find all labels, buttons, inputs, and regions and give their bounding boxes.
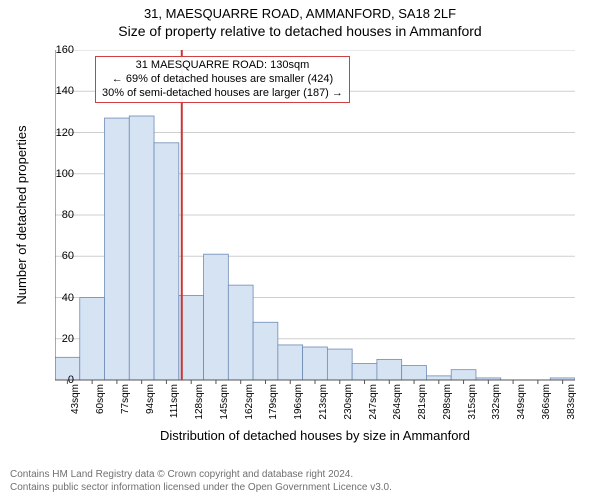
y-tick-label: 120	[44, 127, 74, 139]
histogram-bar	[80, 298, 105, 381]
annotation-line2: ← 69% of detached houses are smaller (42…	[102, 73, 343, 87]
histogram-bar	[129, 116, 154, 380]
annotation-line3: 30% of semi-detached houses are larger (…	[102, 87, 343, 101]
histogram-bar	[352, 364, 377, 381]
x-tick-label: 230sqm	[343, 384, 354, 420]
histogram-bar	[426, 376, 451, 380]
x-tick-label: 94sqm	[145, 384, 156, 414]
histogram-bar	[154, 143, 179, 380]
histogram-bar	[204, 254, 229, 380]
x-tick-label: 111sqm	[169, 384, 180, 418]
chart-container: 31, MAESQUARRE ROAD, AMMANFORD, SA18 2LF…	[0, 0, 600, 500]
x-tick-label: 281sqm	[417, 384, 428, 420]
y-tick-label: 60	[44, 250, 74, 262]
histogram-bar	[105, 118, 130, 380]
x-tick-label: 43sqm	[70, 384, 81, 414]
chart-title: Size of property relative to detached ho…	[0, 21, 600, 39]
x-tick-label: 196sqm	[293, 384, 304, 420]
attribution-line1: Contains HM Land Registry data © Crown c…	[10, 469, 392, 482]
x-tick-label: 366sqm	[541, 384, 552, 420]
x-tick-label: 213sqm	[318, 384, 329, 420]
x-tick-label: 315sqm	[467, 384, 478, 420]
y-tick-label: 160	[44, 44, 74, 56]
y-tick-label: 20	[44, 333, 74, 345]
x-tick-label: 60sqm	[95, 384, 106, 414]
attribution-block: Contains HM Land Registry data © Crown c…	[10, 469, 392, 494]
histogram-bar	[303, 347, 328, 380]
histogram-bar	[402, 366, 427, 380]
x-tick-label: 145sqm	[219, 384, 230, 420]
x-tick-label: 77sqm	[120, 384, 131, 414]
x-tick-label: 128sqm	[194, 384, 205, 420]
y-tick-label: 80	[44, 209, 74, 221]
attribution-line2: Contains public sector information licen…	[10, 482, 392, 495]
histogram-bar	[451, 370, 476, 380]
x-axis-label: Distribution of detached houses by size …	[55, 428, 575, 443]
x-tick-label: 264sqm	[392, 384, 403, 420]
x-tick-label: 383sqm	[566, 384, 577, 420]
histogram-bar	[327, 349, 352, 380]
x-tick-label: 332sqm	[491, 384, 502, 420]
y-tick-label: 140	[44, 85, 74, 97]
histogram-bar	[253, 322, 278, 380]
y-axis-label: Number of detached properties	[14, 50, 34, 380]
x-tick-label: 162sqm	[244, 384, 255, 420]
address-line: 31, MAESQUARRE ROAD, AMMANFORD, SA18 2LF	[0, 0, 600, 21]
x-tick-label: 247sqm	[368, 384, 379, 420]
x-tick-label: 298sqm	[442, 384, 453, 420]
annotation-box: 31 MAESQUARRE ROAD: 130sqm ← 69% of deta…	[95, 56, 350, 103]
annotation-line1: 31 MAESQUARRE ROAD: 130sqm	[102, 59, 343, 73]
x-tick-label: 179sqm	[268, 384, 279, 420]
y-tick-label: 40	[44, 292, 74, 304]
histogram-bar	[377, 359, 402, 380]
histogram-bar	[228, 285, 253, 380]
y-tick-label: 100	[44, 168, 74, 180]
histogram-bar	[278, 345, 303, 380]
x-tick-label: 349sqm	[516, 384, 527, 420]
